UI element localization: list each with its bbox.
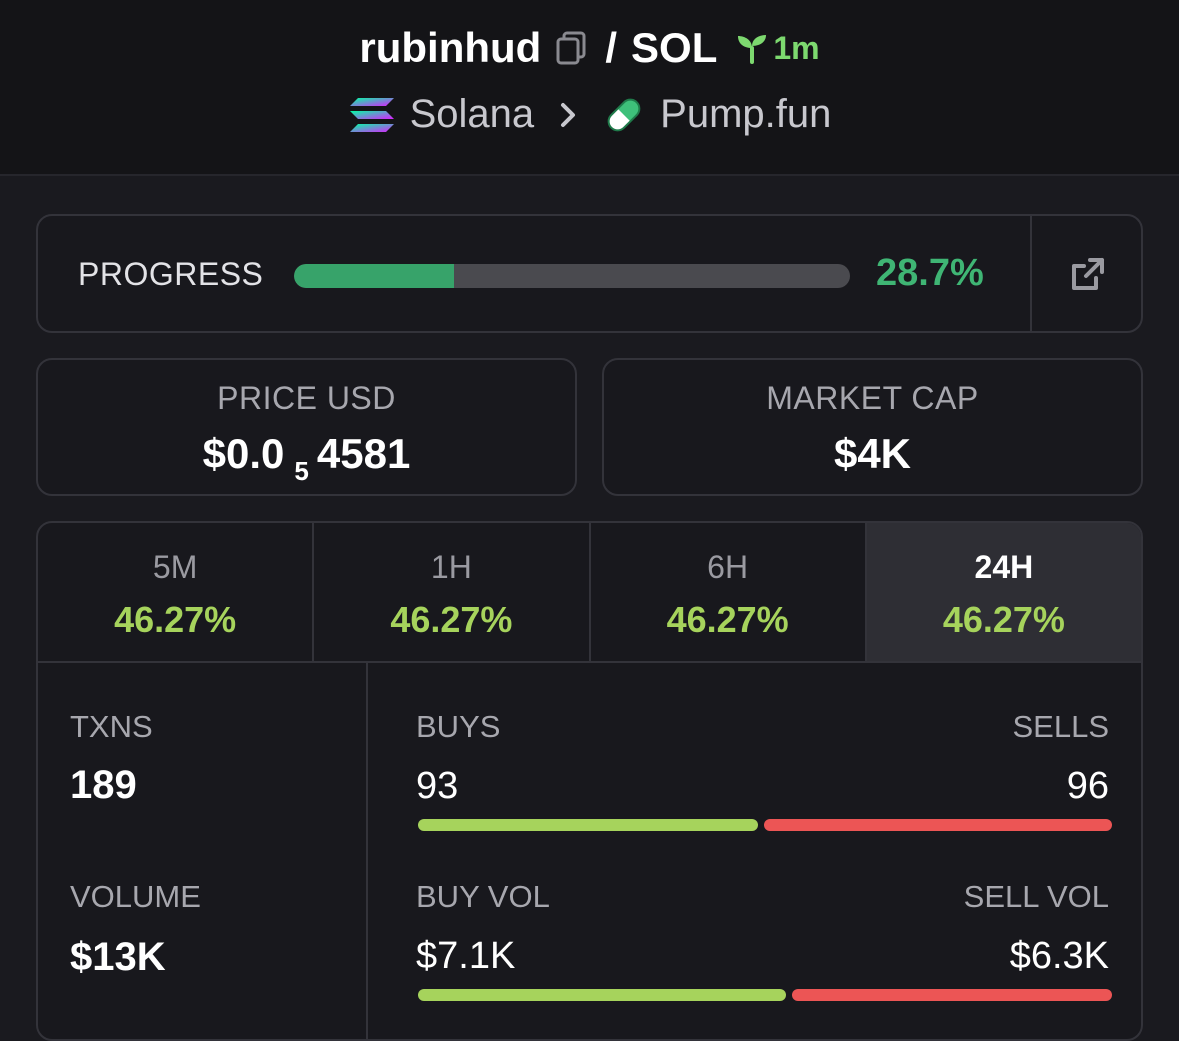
progress-bar	[294, 264, 850, 288]
progress-percent: 28.7%	[876, 252, 984, 294]
timeframe-tabs: 5M 46.27% 1H 46.27% 6H 46.27% 24H 46.27%	[38, 523, 1141, 663]
progress-label: PROGRESS	[78, 256, 264, 292]
chain-breadcrumb: Solana Pump.fun	[0, 92, 1179, 137]
buy-vol-bar	[418, 989, 786, 1001]
market-cap-card: MARKET CAP $4K	[602, 358, 1143, 496]
price-digits: 4581	[316, 430, 411, 477]
price-usd-value: $0.0 5 4581	[38, 430, 575, 486]
txns-label: TXNS	[70, 709, 153, 744]
tab-change: 46.27%	[390, 599, 513, 640]
sells-value: 96	[1066, 765, 1109, 807]
tab-label: 24H	[974, 549, 1034, 585]
token-name: rubinhud	[359, 24, 542, 71]
tab-label: 5M	[152, 549, 198, 585]
quote-symbol: SOL	[631, 24, 718, 71]
external-link-icon[interactable]	[1068, 254, 1108, 294]
tab-24h[interactable]: 24H 46.27%	[866, 523, 1141, 661]
progress-bar-fill	[294, 264, 454, 288]
pair-age: 1m	[735, 29, 820, 67]
sell-vol-bar	[792, 989, 1112, 1001]
sells-label: SELLS	[1012, 709, 1109, 744]
tab-change: 46.27%	[942, 599, 1065, 640]
volume-value: $13K	[70, 935, 166, 979]
totals-column	[38, 663, 368, 1039]
tab-1h[interactable]: 1H 46.27%	[314, 523, 591, 661]
sell-vol-label: SELL VOL	[963, 879, 1109, 914]
tab-change: 46.27%	[666, 599, 789, 640]
market-cap-label: MARKET CAP	[766, 380, 979, 416]
pair-header: rubinhud / SOL 1m	[0, 0, 1179, 176]
price-prefix: $0.0	[202, 430, 285, 477]
chain-name[interactable]: Solana	[409, 92, 535, 136]
progress-divider	[1030, 216, 1032, 331]
pair-age-text: 1m	[773, 29, 820, 66]
price-usd-card: PRICE USD $0.0 5 4581	[36, 358, 577, 496]
sells-bar	[764, 819, 1112, 831]
pair-title-row: rubinhud / SOL 1m	[0, 24, 1179, 72]
copy-icon[interactable]	[555, 30, 587, 66]
buy-vol-label: BUY VOL	[416, 879, 550, 914]
buy-vol-value: $7.1K	[416, 935, 516, 977]
sprout-icon	[738, 35, 767, 64]
tab-5m[interactable]: 5M 46.27%	[38, 523, 315, 661]
dex-name[interactable]: Pump.fun	[660, 92, 832, 136]
tab-label: 6H	[707, 549, 749, 585]
txns-value: 189	[70, 763, 137, 807]
volume-label: VOLUME	[70, 879, 201, 914]
buys-bar	[418, 819, 758, 831]
tab-label: 1H	[430, 549, 472, 585]
price-zero-count: 5	[294, 456, 309, 486]
buys-value: 93	[416, 765, 459, 807]
price-usd-label: PRICE USD	[217, 380, 396, 416]
pair-separator: /	[605, 24, 618, 71]
market-cap-value: $4K	[833, 430, 912, 477]
tab-6h[interactable]: 6H 46.27%	[591, 523, 867, 661]
bonding-progress-card: PROGRESS 28.7%	[36, 214, 1143, 333]
buys-label: BUYS	[416, 709, 501, 744]
solana-logo-icon	[348, 96, 396, 134]
chevron-right-icon	[558, 101, 578, 129]
pill-icon	[602, 93, 646, 137]
sell-vol-value: $6.3K	[1009, 935, 1109, 977]
metrics-card: 5M 46.27% 1H 46.27% 6H 46.27% 24H 46.27%…	[36, 521, 1143, 1041]
tab-change: 46.27%	[114, 599, 237, 640]
